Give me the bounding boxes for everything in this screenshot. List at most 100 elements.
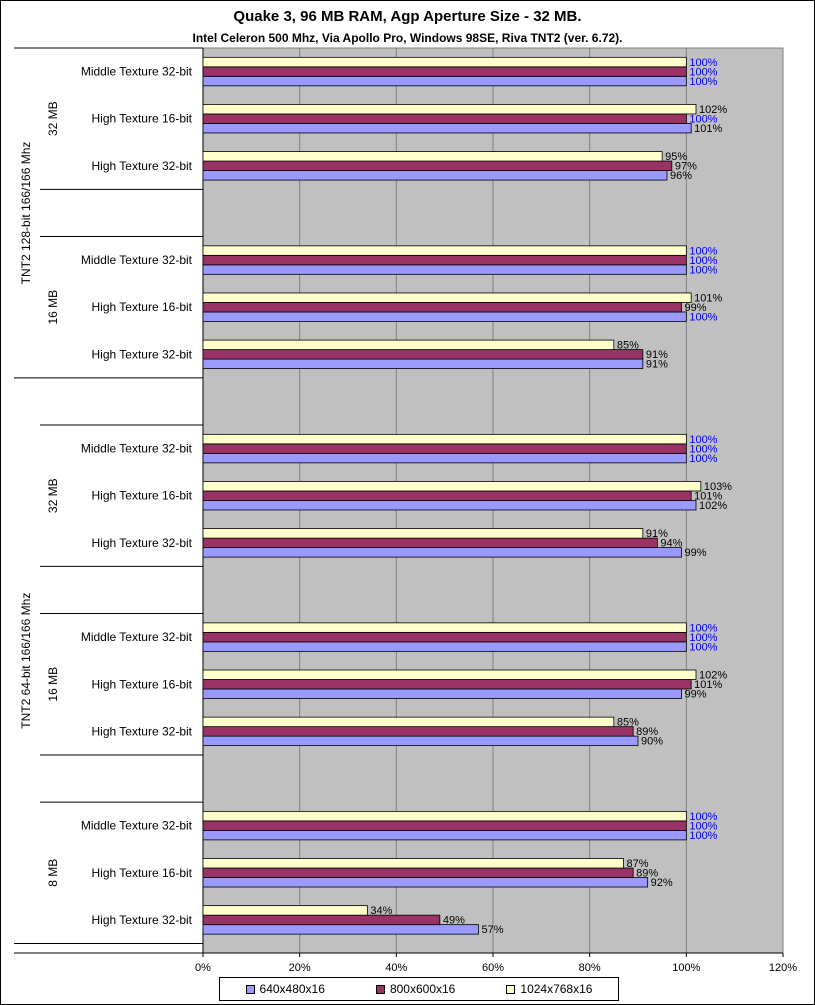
data-label: 91% [646, 528, 668, 540]
data-label: 95% [665, 151, 687, 163]
bar-1024x768x16 [202, 339, 615, 350]
memory-size-label: 32 MB [46, 478, 60, 513]
data-label: 100% [689, 622, 717, 634]
category-label: Middle Texture 32-bit [81, 819, 193, 833]
data-label: 89% [636, 726, 658, 738]
data-label: 100% [689, 443, 717, 455]
bar-640x480x16 [202, 170, 668, 181]
category-label: High Texture 16-bit [92, 112, 193, 126]
bar-800x600x16 [202, 490, 692, 501]
data-label: 87% [627, 858, 649, 870]
bar-640x480x16 [202, 735, 639, 747]
data-label: 100% [689, 76, 717, 88]
data-label: 101% [694, 292, 722, 304]
category-label: High Texture 16-bit [92, 677, 193, 691]
data-label: 91% [646, 349, 668, 361]
bar-640x480x16 [202, 641, 687, 652]
bar-800x600x16 [202, 679, 692, 690]
bar-640x480x16 [202, 547, 682, 558]
category-label: High Texture 32-bit [92, 159, 193, 173]
category-label: High Texture 32-bit [92, 913, 193, 927]
data-label: 49% [443, 915, 465, 927]
data-label: 100% [689, 255, 717, 267]
bar-800x600x16 [202, 867, 634, 878]
chart-subtitle: Intel Celeron 500 Mhz, Via Apollo Pro, W… [192, 31, 623, 45]
x-tick-label: 80% [579, 962, 601, 974]
legend-label-800: 800x600x16 [389, 982, 456, 996]
bar-640x480x16 [202, 358, 644, 369]
bar-640x480x16 [202, 75, 687, 87]
bar-640x480x16 [202, 829, 687, 841]
memory-size-label: 32 MB [46, 101, 60, 136]
card-label: TNT2 128-bit 166/166 Mhz [19, 142, 33, 285]
x-tick-label: 40% [385, 962, 407, 974]
bar-1024x768x16 [202, 810, 687, 822]
legend-item-800: 800x600x16 [375, 982, 456, 996]
data-label: 100% [689, 811, 717, 823]
data-label: 100% [689, 453, 717, 465]
data-label: 102% [699, 500, 727, 512]
legend-item-1024: 1024x768x16 [506, 982, 592, 996]
bar-800x600x16 [202, 349, 644, 360]
bar-800x600x16 [202, 820, 687, 831]
bar-800x600x16 [202, 160, 673, 171]
data-label: 100% [689, 57, 717, 69]
legend: 640x480x16 800x600x16 1024x768x16 [219, 977, 619, 1001]
legend-swatch-640 [245, 984, 255, 994]
bar-800x600x16 [202, 914, 441, 926]
bar-1024x768x16 [202, 151, 663, 162]
bar-800x600x16 [202, 66, 687, 77]
category-label: Middle Texture 32-bit [81, 65, 193, 79]
bar-800x600x16 [202, 631, 687, 643]
bar-640x480x16 [202, 924, 479, 935]
bar-640x480x16 [202, 123, 692, 134]
legend-label-640: 640x480x16 [259, 982, 325, 996]
bar-1024x768x16 [202, 669, 697, 680]
data-label: 101% [694, 679, 722, 691]
data-label: 34% [370, 905, 392, 917]
category-label: High Texture 16-bit [92, 866, 193, 880]
x-tick-label: 60% [482, 962, 504, 974]
bar-800x600x16 [202, 302, 682, 313]
legend-swatch-800 [375, 984, 385, 994]
bar-640x480x16 [202, 452, 687, 464]
data-label: 102% [699, 104, 727, 116]
data-label: 85% [617, 717, 639, 729]
bar-640x480x16 [202, 500, 697, 511]
data-label: 103% [704, 481, 732, 493]
data-label: 100% [689, 434, 717, 446]
bar-1024x768x16 [202, 104, 697, 115]
bar-800x600x16 [202, 254, 687, 266]
category-label: High Texture 32-bit [92, 536, 193, 550]
bar-800x600x16 [202, 537, 658, 549]
data-label: 94% [660, 538, 682, 550]
x-tick-label: 0% [195, 962, 211, 974]
bar-1024x768x16 [202, 245, 687, 256]
category-label: High Texture 32-bit [92, 347, 193, 361]
category-label: Middle Texture 32-bit [81, 253, 193, 267]
data-label: 100% [689, 66, 717, 78]
bar-1024x768x16 [202, 622, 687, 633]
data-label: 100% [689, 264, 717, 276]
data-label: 100% [689, 311, 717, 323]
data-label: 100% [689, 820, 717, 832]
data-label: 89% [636, 868, 658, 880]
memory-size-label: 16 MB [46, 290, 60, 325]
data-label: 100% [689, 830, 717, 842]
bar-800x600x16 [202, 443, 687, 454]
data-label: 90% [641, 736, 663, 748]
category-label: Middle Texture 32-bit [81, 630, 193, 644]
data-label: 102% [699, 670, 727, 682]
x-tick-label: 120% [769, 962, 797, 974]
memory-size-label: 16 MB [46, 667, 60, 702]
bar-1024x768x16 [202, 481, 702, 492]
data-label: 99% [685, 547, 707, 559]
data-label: 92% [651, 877, 673, 889]
bar-1024x768x16 [202, 716, 615, 728]
x-tick-label: 20% [289, 962, 311, 974]
card-label: TNT2 64-bit 166/166 Mhz [19, 593, 33, 729]
category-label: High Texture 16-bit [92, 300, 193, 314]
category-label: High Texture 32-bit [92, 724, 193, 738]
data-label: 91% [646, 359, 668, 371]
